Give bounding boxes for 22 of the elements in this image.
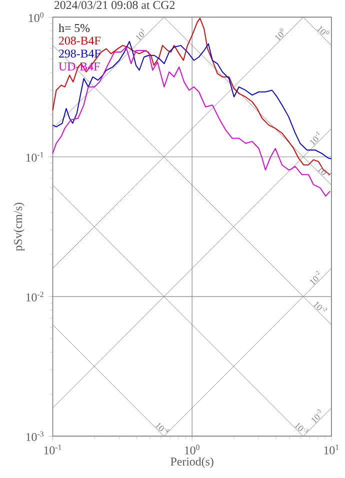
annotation: 10$^{0}$ — [275, 28, 284, 41]
annotation: 10$^{-2}$ — [312, 302, 328, 312]
y-tick-label: 10$^{-3}$ — [26, 431, 44, 442]
y-tick-label: 10$^{-1}$ — [26, 152, 44, 162]
x-axis-title: Period(s) — [170, 457, 214, 468]
x-tick-label: 10$^{-1}$ — [44, 444, 62, 454]
y-tick-label: 10$^{0}$ — [28, 12, 44, 22]
series-label: 208-B4F — [58, 36, 100, 45]
y-tick-label: 10$^{-2}$ — [26, 292, 44, 302]
series-label: 298-B4F — [58, 50, 100, 58]
annotation: 10$^{0}$ — [316, 26, 330, 34]
annotation: h= 5% — [58, 24, 90, 32]
annotation: 10$^{-4}$ — [154, 422, 170, 432]
annotation: 10$^{-2}$ — [310, 271, 320, 286]
annotation: 10$^{-3}$ — [294, 422, 308, 432]
x-tick-label: 10$^{1}$ — [324, 444, 338, 454]
annotation: 10$^{1}$ — [136, 28, 144, 41]
annotation: 10$^{-1}$ — [310, 131, 320, 146]
x-tick-label: 10$^{0}$ — [184, 444, 200, 454]
y-axis-title: pSv(cm/s) — [13, 202, 24, 251]
chart-title: 2024/03/21 09:08 at CG2 — [54, 0, 174, 10]
annotation: 10$^{-3}$ — [311, 409, 321, 424]
